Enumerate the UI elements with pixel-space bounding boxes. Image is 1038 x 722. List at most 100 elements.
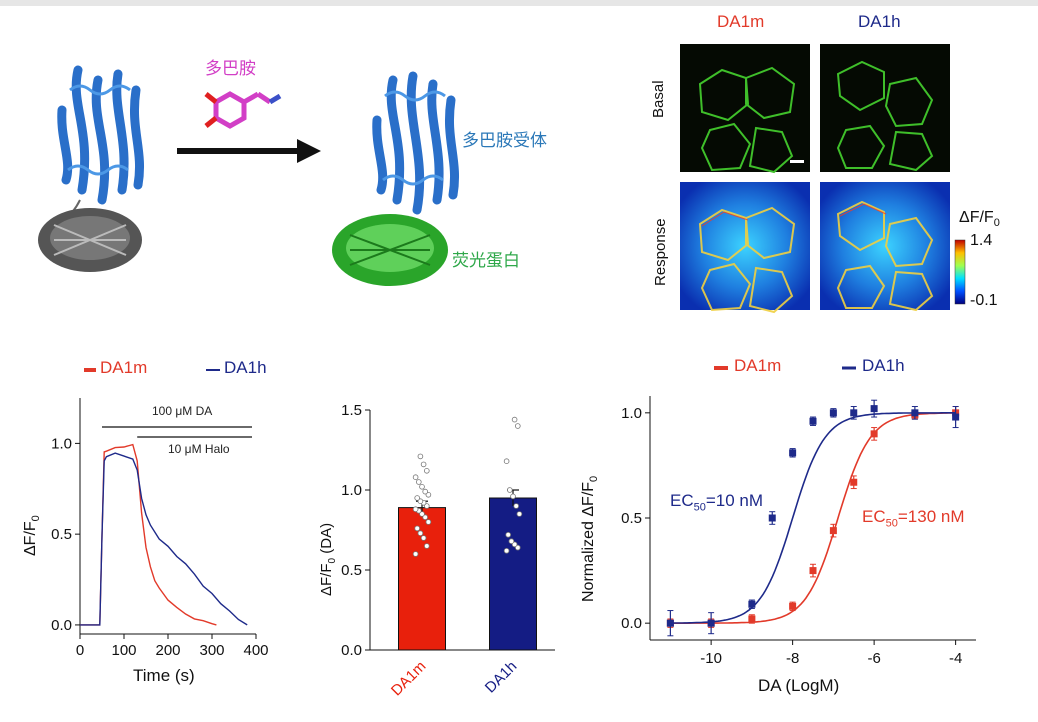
trace-line-da1h <box>80 452 248 626</box>
dose-y-tick-label: 1.0 <box>621 405 642 422</box>
bar-da1h <box>489 497 537 651</box>
bar-y-tick-label: 1.5 <box>341 402 362 419</box>
bar-datapoint <box>422 488 429 495</box>
dose-point-da1m <box>829 527 837 535</box>
dose-y-tick-label: 0.5 <box>621 510 642 527</box>
trace-xlabel: Time (s) <box>133 666 195 685</box>
dose-legend-da1m: DA1m <box>734 356 782 375</box>
dose-point-da1m <box>809 567 817 575</box>
dose-point-da1h <box>666 619 674 627</box>
dose-x-tick-label: -4 <box>949 650 962 667</box>
dose-x-tick-label: -6 <box>867 650 880 667</box>
dose-point-da1h <box>829 409 837 417</box>
bar-datapoint <box>505 531 512 538</box>
bar-datapoint <box>514 544 521 551</box>
dose-point-da1h <box>870 405 878 413</box>
dose-legend <box>714 366 856 370</box>
bar-datapoint <box>417 453 424 460</box>
trace-x-tick-label: 400 <box>243 642 268 659</box>
bar-category-label: DA1m <box>388 658 429 699</box>
imaging-panels <box>680 44 950 314</box>
dose-legend-da1h: DA1h <box>862 356 905 375</box>
dopamine-molecule <box>204 91 282 129</box>
colorbar-title: ΔF/F0 <box>959 209 1000 230</box>
bar-datapoint <box>503 458 510 465</box>
bar-datapoint <box>419 511 425 517</box>
dose-xlabel: DA (LogM) <box>758 676 840 695</box>
dose-point-da1h <box>952 413 960 421</box>
fluor-label: 荧光蛋白 <box>452 251 520 271</box>
bar-datapoint <box>511 416 518 423</box>
colorbar-max-label: 1.4 <box>970 232 993 249</box>
bar-datapoint <box>412 551 419 557</box>
dose-point-da1m <box>789 602 797 610</box>
colorbar-min-label: -0.1 <box>970 292 998 309</box>
dose-y-tick-label: 0.0 <box>621 615 642 632</box>
col-label-da1h: DA1h <box>858 12 901 31</box>
trace-x-tick-label: 200 <box>155 642 180 659</box>
bar-category-label: DA1h <box>482 658 521 697</box>
dopamine-label: 多巴胺 <box>205 59 256 79</box>
trace-y-tick-label: 1.0 <box>51 435 72 452</box>
dose-point-da1m <box>850 478 858 486</box>
bar-ylabel: ΔF/F0 (DA) <box>318 522 338 596</box>
arrow-icon <box>177 139 321 163</box>
dose-x-tick-label: -10 <box>700 650 722 667</box>
top-border <box>0 0 1038 6</box>
bar-datapoint <box>420 461 427 468</box>
trace-ylabel: ΔF/F0 <box>22 515 43 556</box>
col-label-da1m: DA1m <box>717 12 765 31</box>
bar-datapoint <box>508 538 515 544</box>
bar-datapoint <box>420 535 427 541</box>
bar-datapoint <box>423 467 430 474</box>
bar-datapoint <box>503 547 510 554</box>
bar-datapoint <box>425 519 432 525</box>
bar-datapoint <box>417 498 424 505</box>
bar-datapoint <box>419 483 425 490</box>
bar-y-tick-label: 1.0 <box>341 482 362 499</box>
trace-y-tick-label: 0.0 <box>51 617 72 634</box>
dose-point-da1h <box>911 409 919 417</box>
trace-legend <box>84 368 220 372</box>
bar-datapoint <box>511 541 518 548</box>
trace-legend-da1h: DA1h <box>224 358 267 377</box>
bar-datapoint <box>513 503 519 509</box>
dose-point-da1h <box>789 449 797 457</box>
bar-y-tick-label: 0.5 <box>341 562 362 579</box>
dose-point-da1h <box>809 417 817 425</box>
bar-datapoint <box>516 511 523 517</box>
bar-datapoint <box>412 474 419 481</box>
receptor-bound-illustration <box>332 71 460 286</box>
trace-x-tick-label: 100 <box>111 642 136 659</box>
bar-datapoint <box>425 491 432 498</box>
ec50-da1m-label: EC50=130 nM <box>862 507 965 530</box>
dose-fit-da1m <box>670 412 956 624</box>
trace-y-tick-label: 0.5 <box>51 526 72 543</box>
dose-point-da1m <box>870 430 878 438</box>
bar-datapoint <box>506 487 513 493</box>
bar-da1m <box>398 507 446 651</box>
trace-ann-halo: 10 μM Halo <box>168 442 230 456</box>
bar-datapoint <box>423 503 430 509</box>
dose-point-da1h <box>748 600 756 608</box>
receptor-label: 多巴胺受体 <box>462 131 547 151</box>
colorbar <box>954 239 966 305</box>
dose-x-tick-label: -8 <box>786 650 799 667</box>
dose-point-da1m <box>748 615 756 623</box>
bar-datapoint <box>412 506 419 513</box>
dose-ylabel: Normalized ΔF/F0 <box>580 475 601 602</box>
bar-datapoint <box>415 479 422 485</box>
trace-line-da1m <box>80 443 217 626</box>
bar-datapoint <box>414 495 421 501</box>
trace-x-tick-label: 0 <box>76 642 84 659</box>
dose-point-da1h <box>850 409 858 417</box>
bar-datapoint <box>414 525 421 532</box>
bar-y-tick-label: 0.0 <box>341 642 362 659</box>
trace-x-tick-label: 300 <box>199 642 224 659</box>
scale-bar <box>790 160 804 163</box>
ec50-da1h-label: EC50=10 nM <box>670 491 764 514</box>
bar-datapoint <box>417 530 424 536</box>
trace-ann-da: 100 μM DA <box>152 404 213 418</box>
bar-datapoint <box>422 514 429 520</box>
